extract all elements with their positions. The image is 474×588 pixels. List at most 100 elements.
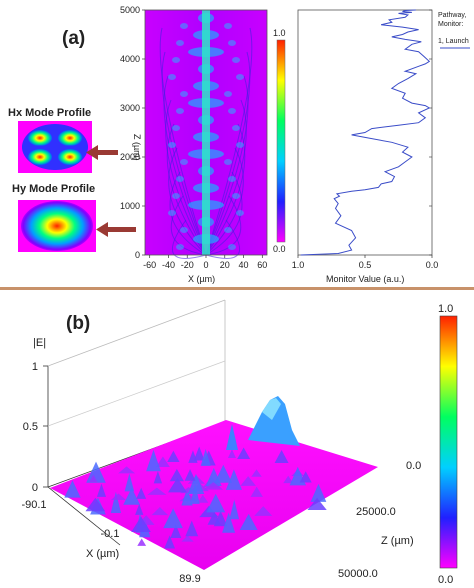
surface-peak xyxy=(131,516,151,532)
hx-mode-title: Hx Mode Profile xyxy=(8,107,91,119)
surface-peak xyxy=(168,477,187,493)
surface-peak xyxy=(310,483,327,502)
surface-x-tick-label: -0.1 xyxy=(101,528,120,540)
beam-y-axis: 0 1000 2000 3000 4000 5000 xyxy=(120,5,145,260)
monitor-x-tick-label: 1.0 xyxy=(292,260,305,270)
surface-peak xyxy=(237,447,251,459)
surface-peak xyxy=(307,497,327,511)
surface-y-tick-label: 25000.0 xyxy=(356,506,396,518)
legend-entry: 1, Launch xyxy=(438,38,469,45)
surface-peak xyxy=(190,483,200,504)
surface-peak xyxy=(136,487,147,499)
surface-x-label: X (µm) xyxy=(86,548,119,560)
surface-peak xyxy=(200,449,211,466)
beam-ray xyxy=(170,195,207,256)
surface-z-axis: 10.50 xyxy=(23,361,48,494)
beam-y-tick-label: 3000 xyxy=(120,103,140,113)
beam-side-spot xyxy=(236,142,244,148)
surface-peak xyxy=(124,473,135,492)
surface-peak xyxy=(227,449,236,459)
beam-side-spot xyxy=(176,176,184,182)
surface-z-tick-label: 0 xyxy=(32,482,38,494)
surface-peak xyxy=(85,497,106,512)
beam-ray xyxy=(171,219,207,259)
surface-peak xyxy=(299,471,312,483)
beam-heatmap xyxy=(144,9,268,259)
surface-peak xyxy=(170,524,182,538)
surface-peak xyxy=(185,520,199,537)
surface-peak xyxy=(254,506,273,516)
surface-y-tick-label: 0.0 xyxy=(406,460,421,472)
beam-ray xyxy=(205,195,242,256)
surface-peak xyxy=(206,493,226,513)
beam-y-tick-label: 0 xyxy=(135,250,140,260)
beam-side-spot xyxy=(172,57,180,63)
arrow-hx xyxy=(86,145,118,160)
surface-peak xyxy=(164,535,176,549)
panel-b-label: (b) xyxy=(66,313,90,334)
surface-peak xyxy=(147,487,167,495)
beam-x-tick-label: -40 xyxy=(162,260,175,270)
hx-mode-profile-image xyxy=(18,121,92,173)
surface-peak xyxy=(203,482,224,490)
surface-peak xyxy=(187,473,205,494)
surface-peak xyxy=(193,446,205,461)
beam-y-tick-label: 4000 xyxy=(120,54,140,64)
beam-y-tick-label: 1000 xyxy=(120,201,140,211)
surface-peak xyxy=(153,471,163,484)
surface-peak xyxy=(229,499,240,520)
beam-x-tick-label: 60 xyxy=(257,260,267,270)
beam-ray xyxy=(161,51,207,256)
beam-y-tick-label: 2000 xyxy=(120,152,140,162)
colorbar-a-max: 1.0 xyxy=(273,28,286,38)
surface-peak xyxy=(240,476,256,486)
surface-peak xyxy=(274,449,289,463)
beam-side-spot xyxy=(228,176,236,182)
hx-mode-title-text: Hx Mode Profile xyxy=(8,107,91,119)
surface-peak xyxy=(86,461,106,483)
monitor-x-tick-label: 0.0 xyxy=(426,260,439,270)
surface-peak xyxy=(89,474,98,483)
beam-y-label: Z (µm) xyxy=(132,134,142,161)
surface-peak xyxy=(96,483,107,497)
beam-ray xyxy=(205,99,247,256)
surface-peak xyxy=(155,456,170,467)
surface-z-tick-label: 1 xyxy=(32,361,38,373)
surface-peak xyxy=(110,491,122,514)
surface-peak xyxy=(110,493,127,500)
beam-ray xyxy=(205,27,253,256)
colorbar-b-min: 0.0 xyxy=(438,574,453,586)
colorbar-b xyxy=(439,315,458,569)
surface-peak xyxy=(151,507,169,516)
surface-peak xyxy=(283,475,294,484)
panel-divider xyxy=(0,287,474,290)
beam-x-tick-label: 0 xyxy=(203,260,208,270)
beam-side-spot xyxy=(176,108,184,114)
beam-side-spot xyxy=(172,193,180,199)
beam-x-axis: -60 -40 -20 0 20 40 60 xyxy=(143,255,267,270)
surface-peak xyxy=(135,503,144,515)
beam-side-spot xyxy=(224,159,232,165)
surface-peak xyxy=(222,512,236,533)
monitor-axis: 1.0 0.5 0.0 xyxy=(292,9,439,270)
surface-z-label: |E| xyxy=(33,337,46,349)
beam-side-spot xyxy=(168,210,176,216)
beam-side-spot xyxy=(232,57,240,63)
surface-peak xyxy=(123,487,141,505)
hy-mode-profile-image xyxy=(18,200,96,252)
hy-mode-title-text: Hy Mode Profile xyxy=(12,183,95,195)
surface-x-tick-label: -90.1 xyxy=(21,499,46,511)
monitor-series-line xyxy=(300,9,431,256)
beam-ray xyxy=(205,219,241,259)
beam-ray xyxy=(205,51,251,256)
surface-peak xyxy=(250,486,263,497)
beam-side-spot xyxy=(180,91,188,97)
beam-ray xyxy=(165,99,207,256)
arrow-hy xyxy=(96,222,136,237)
surface-y-tick-label: 50000.0 xyxy=(338,568,378,580)
surface-peak xyxy=(251,469,262,477)
surface-peak xyxy=(213,510,228,527)
beam-side-spot xyxy=(180,159,188,165)
surface-peak xyxy=(184,469,196,481)
beam-side-spot xyxy=(168,74,176,80)
